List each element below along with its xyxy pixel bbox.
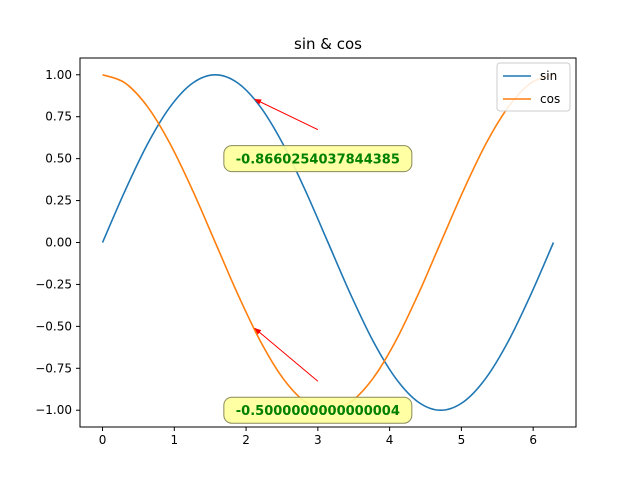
y-tick-label: 0.00 [45, 236, 72, 250]
chart-title: sin & cos [294, 35, 362, 53]
x-tick-label: 5 [458, 433, 466, 447]
legend: sin cos [496, 62, 571, 112]
x-tick-label: 1 [170, 433, 178, 447]
annotation-arrow [254, 327, 319, 382]
y-tick-label: −0.50 [35, 319, 72, 333]
y-tick-label: 0.25 [45, 194, 72, 208]
annotation-box [223, 396, 413, 424]
annotation-box [223, 145, 413, 173]
y-tick-label: −1.00 [35, 403, 72, 417]
y-tick-label: 0.75 [45, 110, 72, 124]
y-axis-ticks: −1.00 −0.75 −0.50 −0.25 0.00 0.25 0.50 0.75 1.00 [35, 68, 80, 417]
series-line-sin [101, 73, 555, 412]
y-tick-label: 0.50 [45, 152, 72, 166]
legend-label-sin: sin [540, 69, 557, 83]
annotation-label: -0.5000000000000004 [236, 404, 400, 419]
y-tick-label: −0.75 [35, 361, 72, 375]
y-tick-label: 1.00 [45, 68, 72, 82]
annotation-label: -0.8660254037844385 [236, 153, 400, 168]
y-tick-label: −0.25 [35, 277, 72, 291]
legend-label-cos: cos [540, 92, 560, 106]
annotation-layer: -0.8660254037844385 -0.5000000000000004 [223, 98, 413, 424]
plot-frame [79, 57, 577, 428]
x-tick-label: 2 [242, 433, 250, 447]
annotation-arrow [254, 98, 319, 131]
x-tick-label: 3 [314, 433, 322, 447]
x-tick-label: 6 [529, 433, 537, 447]
x-axis-ticks: 0 1 2 3 4 5 6 [99, 427, 537, 447]
x-tick-label: 4 [386, 433, 394, 447]
x-tick-label: 0 [99, 433, 107, 447]
